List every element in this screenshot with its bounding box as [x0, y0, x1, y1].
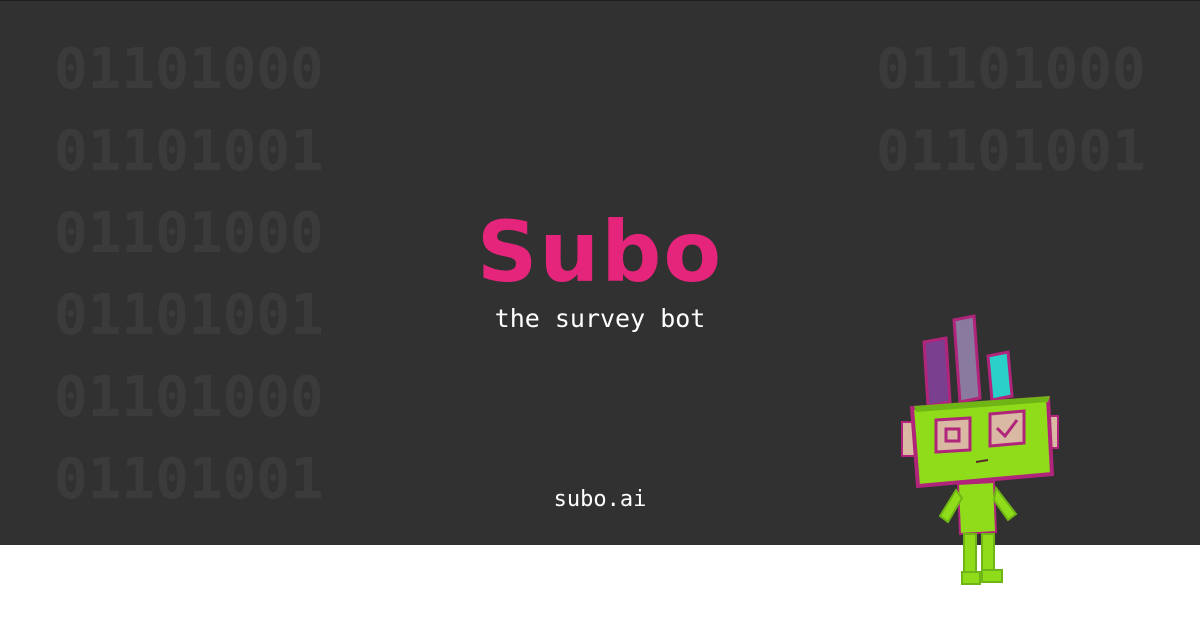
binary-pattern-left: 01101000 01101001 01101000 01101001 0110… — [54, 29, 324, 521]
binary-line: 01101000 — [54, 37, 324, 102]
binary-line: 01101001 — [54, 447, 324, 512]
brand-name: Subo — [476, 203, 724, 301]
binary-line: 01101001 — [876, 119, 1146, 184]
robot-mascot-icon — [901, 314, 1059, 585]
website-link[interactable]: subo.ai — [553, 487, 647, 512]
binary-line: 01101000 — [876, 37, 1146, 102]
binary-line: 01101001 — [54, 283, 324, 348]
hero-banner: 01101000 01101001 01101000 01101001 0110… — [0, 0, 1200, 545]
binary-line: 01101000 — [54, 201, 324, 266]
robot-body — [938, 480, 1018, 536]
brand-tagline: the survey bot — [494, 304, 706, 333]
binary-line: 01101001 — [54, 119, 324, 184]
binary-pattern-right: 01101000 01101001 — [876, 29, 1146, 193]
robot-head — [909, 395, 1055, 489]
binary-line: 01101000 — [54, 365, 324, 430]
bar-chart-antenna-icon — [922, 314, 1014, 408]
robot-legs — [961, 533, 1003, 585]
